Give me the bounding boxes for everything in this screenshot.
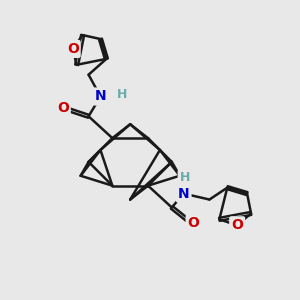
Text: O: O (57, 101, 69, 116)
Text: N: N (178, 187, 190, 201)
Text: O: O (231, 218, 243, 232)
Text: H: H (117, 88, 128, 101)
Text: O: O (188, 216, 200, 230)
Text: H: H (179, 171, 190, 184)
Text: N: N (95, 89, 106, 103)
Text: O: O (67, 42, 79, 56)
